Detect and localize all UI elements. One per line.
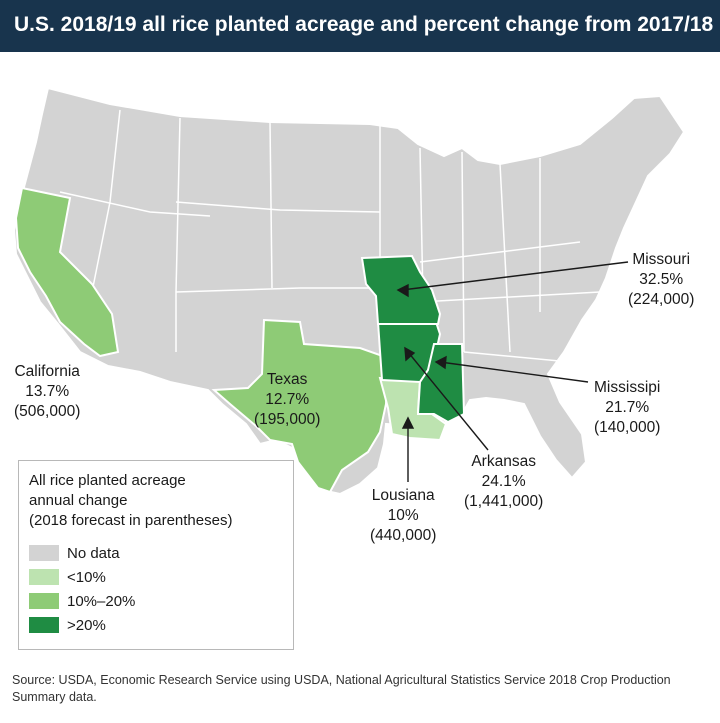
callout-california-name: California — [14, 363, 80, 380]
callout-california-pct: 13.7% — [25, 383, 70, 400]
legend-swatch-10to20 — [29, 593, 59, 609]
state-california[interactable] — [14, 186, 120, 358]
callout-louisiana-acres: (440,000) — [370, 527, 437, 544]
callout-california-acres: (506,000) — [14, 403, 81, 420]
us-outline — [12, 86, 686, 496]
callout-texas: Texas 12.7% (195,000) — [254, 370, 320, 430]
page-title: U.S. 2018/19 all rice planted acreage an… — [14, 13, 714, 36]
callout-mississippi-acres: (140,000) — [594, 419, 661, 436]
callout-missouri-pct: 32.5% — [639, 271, 684, 288]
callout-texas-pct: 12.7% — [265, 391, 310, 408]
legend-title-line-1: All rice planted acreage — [29, 472, 186, 489]
callout-missouri-acres: (224,000) — [628, 291, 695, 308]
callout-missouri-name: Missouri — [632, 251, 691, 268]
callout-louisiana: Lousiana 10% (440,000) — [370, 486, 436, 546]
state-texas[interactable] — [211, 318, 390, 494]
legend-swatch-lt10 — [29, 569, 59, 585]
callout-arkansas: Arkansas 24.1% (1,441,000) — [464, 452, 543, 512]
callout-louisiana-name: Lousiana — [371, 487, 435, 504]
callout-arkansas-acres: (1,441,000) — [464, 493, 544, 510]
us-map — [12, 86, 686, 496]
callout-missouri: Missouri 32.5% (224,000) — [628, 250, 694, 310]
callout-arkansas-pct: 24.1% — [481, 473, 526, 490]
callout-mississippi: Mississipi 21.7% (140,000) — [594, 378, 660, 438]
callout-arkansas-name: Arkansas — [471, 453, 536, 470]
legend: All rice planted acreage annual change (… — [18, 460, 294, 650]
title-bar: U.S. 2018/19 all rice planted acreage an… — [0, 0, 720, 52]
callout-louisiana-pct: 10% — [387, 507, 419, 524]
legend-label-no-data: No data — [67, 545, 120, 562]
callout-arrows — [396, 261, 629, 482]
source-note: Source: USDA, Economic Research Service … — [12, 673, 671, 704]
legend-title-line-3: (2018 forecast in parentheses) — [29, 512, 233, 529]
legend-label-lt10: <10% — [67, 569, 106, 586]
legend-swatch-no-data — [29, 545, 59, 561]
callout-california: California 13.7% (506,000) — [14, 362, 80, 422]
callout-texas-name: Texas — [266, 371, 308, 388]
legend-label-gt20: >20% — [67, 617, 106, 634]
legend-label-10to20: 10%–20% — [67, 593, 136, 610]
legend-title-line-2: annual change — [29, 492, 128, 509]
legend-title: All rice planted acreage annual change (… — [29, 471, 232, 531]
callout-texas-acres: (195,000) — [254, 411, 321, 428]
callout-mississippi-pct: 21.7% — [605, 399, 650, 416]
callout-mississippi-name: Mississipi — [594, 379, 661, 396]
legend-swatch-gt20 — [29, 617, 59, 633]
